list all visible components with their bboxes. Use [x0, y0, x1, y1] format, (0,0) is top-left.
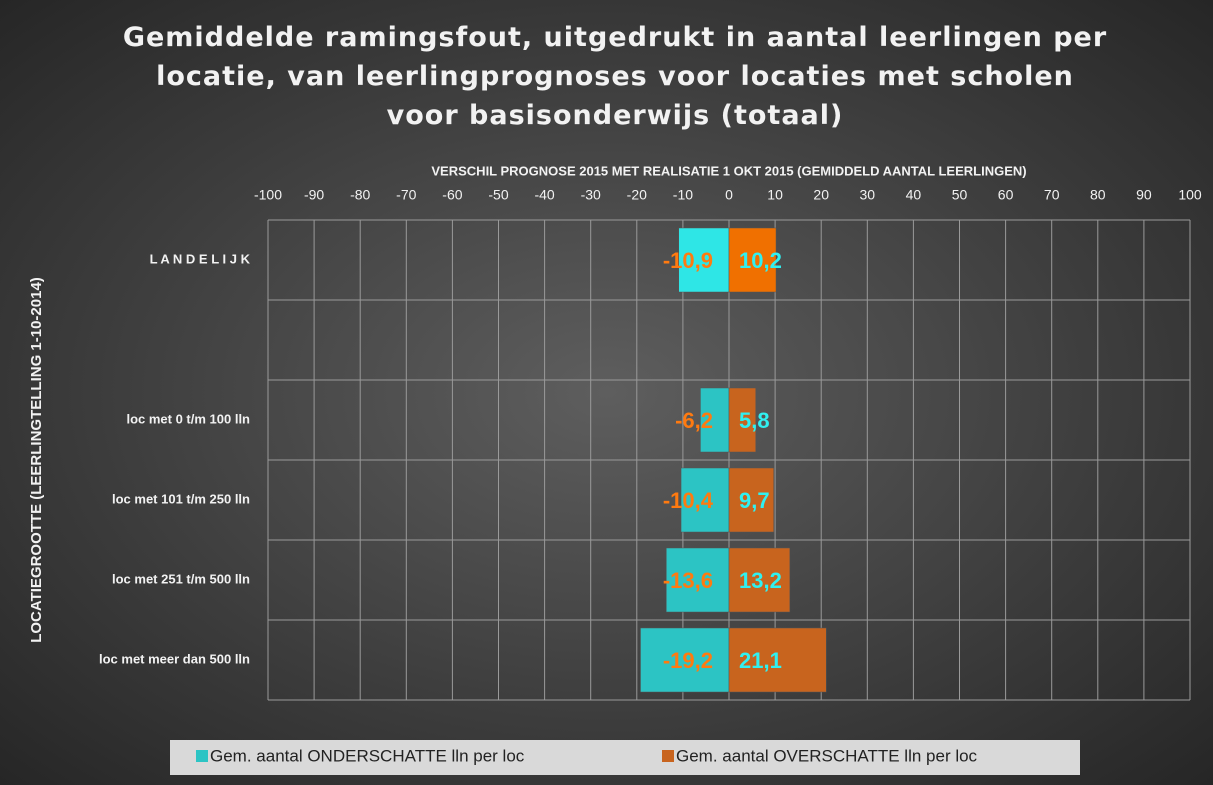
bar [728, 227, 777, 293]
y-tick-label: loc met 251 t/m 500 lln [112, 571, 250, 586]
x-tick-label: 10 [767, 187, 783, 203]
data-label: 13,2 [739, 568, 782, 593]
x-tick-label: -10 [673, 187, 693, 203]
y-tick-label: L A N D E L I J K [150, 251, 251, 266]
data-label: -10,9 [663, 248, 713, 273]
bar [728, 627, 827, 693]
bar [728, 547, 791, 613]
x-tick-label: -90 [304, 187, 324, 203]
x-tick-label: 90 [1136, 187, 1152, 203]
bar [680, 467, 730, 533]
x-tick-label: 50 [952, 187, 968, 203]
x-tick-label: -60 [442, 187, 462, 203]
x-tick-label: -40 [534, 187, 554, 203]
y-tick-label: loc met 0 t/m 100 lln [126, 411, 250, 426]
legend-swatch [662, 750, 674, 762]
legend-swatch [196, 750, 208, 762]
data-label: 9,7 [739, 488, 770, 513]
legend-label: Gem. aantal ONDERSCHATTE lln per loc [210, 746, 525, 765]
bar [678, 227, 730, 293]
bar [700, 387, 730, 453]
y-axis-title: LOCATIEGROOTTE (LEERLINGTELLING 1-10-201… [28, 277, 45, 643]
x-tick-label: 80 [1090, 187, 1106, 203]
x-tick-label: 60 [998, 187, 1014, 203]
data-label: 5,8 [739, 408, 770, 433]
data-label: 10,2 [739, 248, 782, 273]
bar [640, 627, 730, 693]
x-tick-label: 70 [1044, 187, 1060, 203]
data-label: -19,2 [663, 648, 713, 673]
x-tick-label: 20 [813, 187, 829, 203]
x-tick-label: -20 [627, 187, 647, 203]
x-tick-label: 100 [1178, 187, 1202, 203]
bar [728, 467, 774, 533]
x-tick-label: -50 [488, 187, 508, 203]
x-tick-label: 30 [860, 187, 876, 203]
x-tick-label: -30 [581, 187, 601, 203]
x-axis-title: VERSCHIL PROGNOSE 2015 MET REALISATIE 1 … [431, 163, 1026, 178]
legend-label: Gem. aantal OVERSCHATTE lln per loc [676, 746, 978, 765]
data-label: 21,1 [739, 648, 782, 673]
bar [728, 387, 756, 453]
y-tick-label: loc met 101 t/m 250 lln [112, 491, 250, 506]
data-label: -10,4 [663, 488, 714, 513]
x-tick-label: 0 [725, 187, 733, 203]
legend-box [170, 740, 1080, 775]
data-label: -6,2 [675, 408, 713, 433]
x-tick-label: -70 [396, 187, 416, 203]
bar [666, 547, 730, 613]
x-tick-label: 40 [906, 187, 922, 203]
x-tick-label: -80 [350, 187, 370, 203]
chart-title: Gemiddelde ramingsfout, uitgedrukt in aa… [122, 22, 1108, 132]
data-label: -13,6 [663, 568, 713, 593]
y-tick-label: loc met meer dan 500 lln [99, 651, 250, 666]
x-tick-label: -100 [254, 187, 282, 203]
